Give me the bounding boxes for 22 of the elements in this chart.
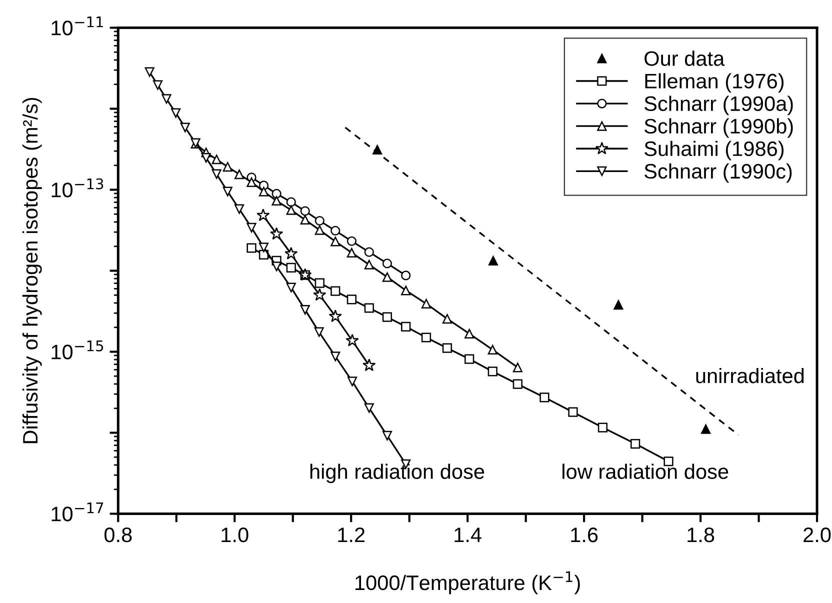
x-tick-label: 1.4 <box>454 528 482 542</box>
annotation: low radiation dose <box>562 464 728 480</box>
annotation: unirradiated <box>696 368 804 384</box>
x-tick-label: 1.6 <box>571 528 598 542</box>
y-tick-label: 10$^{−11}$ <box>52 16 103 36</box>
x-tick-label: 0.8 <box>104 528 132 542</box>
legend-label: Schnarr (1990c) <box>644 163 792 183</box>
legend-label: Elleman (1976) <box>645 73 784 93</box>
legend-label: Schnarr (1990a) <box>644 96 793 116</box>
y-tick-label: 10$^{−17}$ <box>52 502 104 522</box>
x-tick-label: 1.2 <box>338 528 365 542</box>
y-tick-label: 10$^{−15}$ <box>52 340 104 360</box>
x-tick-label: 1.8 <box>688 528 714 542</box>
x-axis-title: 1000/Temperature (K$^{−1}$) <box>356 571 580 594</box>
legend-label: Schnarr (1990b) <box>644 118 793 138</box>
legend-label: Our data <box>644 50 725 66</box>
annotation: high radiation dose <box>310 464 484 484</box>
x-tick-label: 1.0 <box>222 528 248 542</box>
y-axis-title: Diffusivity of hydrogen isotopes (m²/s) <box>22 98 42 444</box>
x-tick-label: 2.0 <box>804 528 831 542</box>
legend-label: Suhaimi (1986) <box>644 140 784 160</box>
y-tick-label: 10$^{−13}$ <box>52 178 104 198</box>
